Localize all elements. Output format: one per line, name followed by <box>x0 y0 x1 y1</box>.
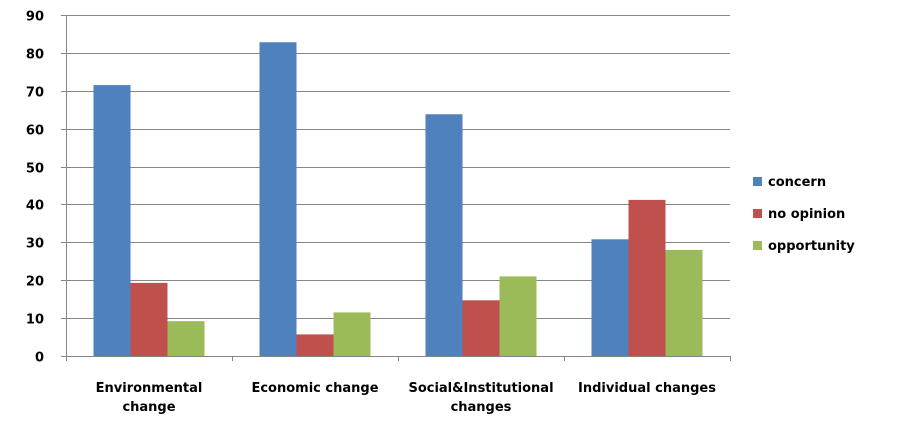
x-category-label: Economic change <box>251 381 378 396</box>
bar-opportunity-2 <box>499 276 537 356</box>
bar-no-opinion-1 <box>296 334 334 356</box>
bars <box>93 42 703 356</box>
x-category-label: Environmental <box>96 381 203 396</box>
bar-concern-1 <box>259 42 297 356</box>
axes <box>61 15 731 361</box>
legend-swatch-no-opinion <box>753 209 762 218</box>
x-category-label: Social&Institutional <box>408 381 553 396</box>
legend-label: opportunity <box>768 239 855 254</box>
bar-no-opinion-3 <box>628 199 666 356</box>
legend-swatch-concern <box>753 177 762 186</box>
y-tick-label: 70 <box>26 86 44 101</box>
x-category-label: Individual changes <box>578 381 716 396</box>
legend-swatch-opportunity <box>753 241 762 250</box>
y-tick-label: 40 <box>26 199 44 214</box>
bar-concern-2 <box>425 114 463 356</box>
y-tick-label: 50 <box>26 162 44 177</box>
bar-concern-0 <box>93 85 131 356</box>
legend-label: concern <box>768 175 826 190</box>
bar-opportunity-1 <box>333 312 371 356</box>
y-tick-label: 60 <box>26 124 44 139</box>
bar-opportunity-3 <box>665 249 703 356</box>
gridlines <box>66 15 730 319</box>
legend: concern no opinion opportunity <box>753 175 855 254</box>
y-tick-label: 20 <box>26 275 44 290</box>
bar-no-opinion-2 <box>462 300 500 356</box>
y-tick-label: 30 <box>26 237 44 252</box>
y-tick-label: 80 <box>26 48 44 63</box>
bar-opportunity-0 <box>167 321 205 356</box>
x-axis-category-labels: Environmental change Economic change Social… <box>96 381 717 415</box>
x-category-label: change <box>122 400 175 415</box>
y-tick-label: 10 <box>26 313 44 328</box>
bar-concern-3 <box>591 239 629 356</box>
legend-label: no opinion <box>768 207 845 222</box>
y-axis-tick-labels: 0 10 20 30 40 50 60 70 80 90 <box>26 10 44 366</box>
x-category-label: changes <box>451 400 512 415</box>
y-tick-label: 0 <box>35 351 44 366</box>
bar-no-opinion-0 <box>130 282 168 356</box>
y-tick-label: 90 <box>26 10 44 25</box>
